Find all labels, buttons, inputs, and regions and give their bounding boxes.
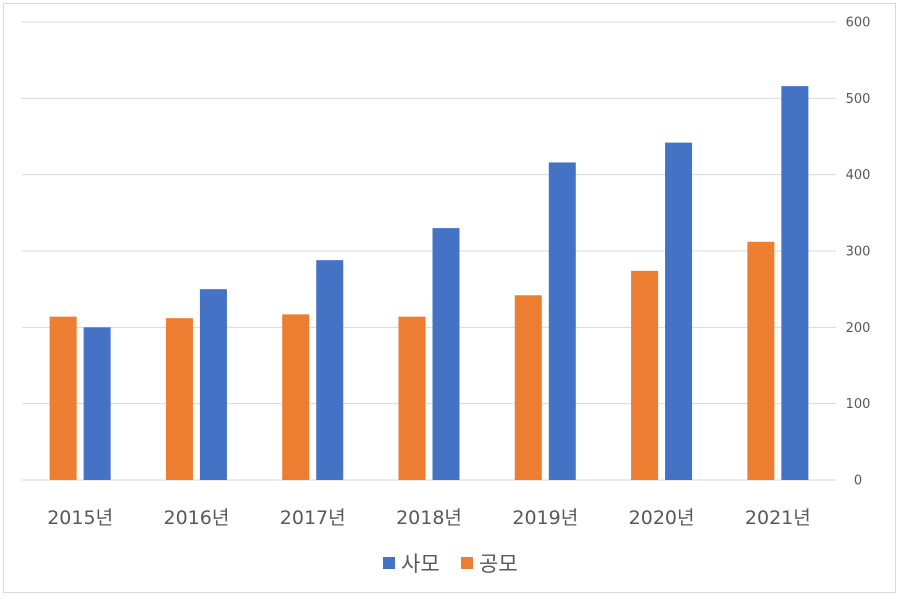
x-axis-labels: 2015년 2016년 2017년 2018년 2019년 2020년 2021년 bbox=[47, 507, 811, 529]
x-label-2016년: 2016년 bbox=[164, 507, 230, 529]
y-tick-label-0: 0 bbox=[854, 474, 862, 489]
bar-공모-2021년 bbox=[747, 241, 775, 480]
x-label-2017년: 2017년 bbox=[280, 507, 346, 529]
x-label-2020년: 2020년 bbox=[629, 507, 695, 529]
gridlines bbox=[22, 21, 836, 481]
x-label-2019년: 2019년 bbox=[512, 507, 578, 529]
legend-label-사모: 사모 bbox=[401, 552, 440, 576]
bar-공모-2019년 bbox=[514, 295, 542, 480]
legend-label-공모: 공모 bbox=[479, 552, 518, 576]
bar-사모-2020년 bbox=[665, 142, 693, 480]
bar-사모-2016년 bbox=[199, 289, 227, 480]
bar-공모-2016년 bbox=[165, 318, 193, 480]
y-tick-label-200: 200 bbox=[846, 321, 871, 336]
y-axis-ticks: 0 100 200 300 400 500 600 bbox=[846, 16, 871, 489]
bar-사모-2017년 bbox=[316, 260, 344, 480]
x-label-2021년: 2021년 bbox=[745, 507, 811, 529]
bar-사모-2021년 bbox=[781, 86, 809, 481]
y-tick-label-600: 600 bbox=[846, 16, 871, 31]
bar-공모-2018년 bbox=[398, 316, 426, 480]
bars bbox=[49, 86, 809, 481]
bar-공모-2020년 bbox=[631, 270, 659, 480]
x-label-2015년: 2015년 bbox=[47, 507, 113, 529]
bar-사모-2019년 bbox=[548, 162, 576, 480]
bar-공모-2017년 bbox=[282, 314, 310, 480]
legend: 사모 공모 bbox=[383, 552, 518, 576]
y-tick-label-100: 100 bbox=[846, 397, 871, 412]
x-label-2018년: 2018년 bbox=[396, 507, 462, 529]
y-tick-label-400: 400 bbox=[846, 168, 871, 183]
bar-사모-2015년 bbox=[83, 327, 111, 480]
y-tick-label-300: 300 bbox=[846, 245, 871, 260]
legend-swatch-사모 bbox=[383, 557, 395, 569]
bar-사모-2018년 bbox=[432, 228, 460, 480]
y-tick-label-500: 500 bbox=[846, 92, 871, 107]
legend-swatch-공모 bbox=[461, 557, 473, 569]
bar-공모-2015년 bbox=[49, 316, 77, 480]
